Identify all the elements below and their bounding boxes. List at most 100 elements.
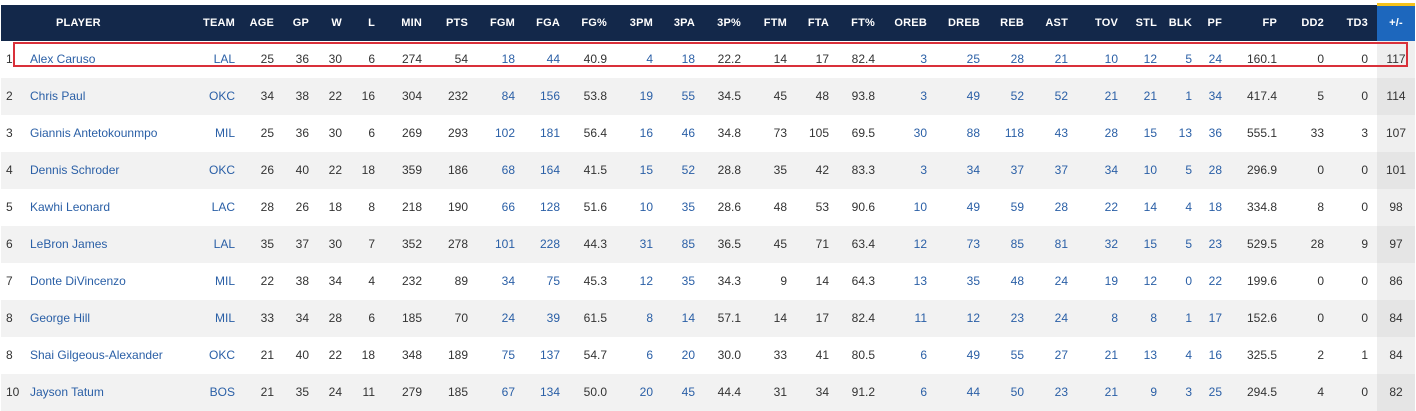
cell-pf[interactable]: 25: [1208, 385, 1222, 399]
cell-blk[interactable]: 5: [1185, 52, 1192, 66]
cell-pf[interactable]: 17: [1208, 311, 1222, 325]
column-header-3p-pct[interactable]: 3P%: [717, 16, 741, 29]
cell-pf[interactable]: 23: [1208, 237, 1222, 251]
cell-3pa[interactable]: 46: [681, 126, 695, 140]
cell-fga[interactable]: 228: [539, 237, 560, 251]
cell-fga[interactable]: 181: [539, 126, 560, 140]
cell-player[interactable]: George Hill: [30, 311, 91, 325]
cell-ast[interactable]: 37: [1054, 163, 1068, 177]
cell-fgm[interactable]: 68: [501, 163, 515, 177]
cell-reb[interactable]: 59: [1010, 200, 1024, 214]
cell-3pm[interactable]: 4: [646, 52, 653, 66]
column-header-stl[interactable]: STL: [1135, 16, 1157, 29]
cell-stl[interactable]: 12: [1143, 274, 1157, 288]
column-header-gp[interactable]: GP: [292, 16, 309, 29]
cell-oreb[interactable]: 30: [913, 126, 927, 140]
cell-ast[interactable]: 21: [1054, 52, 1068, 66]
cell-reb[interactable]: 28: [1010, 52, 1024, 66]
column-header-oreb[interactable]: OREB: [894, 16, 927, 29]
cell-fga[interactable]: 134: [539, 385, 560, 399]
cell-fga[interactable]: 39: [546, 311, 560, 325]
cell-dreb[interactable]: 49: [966, 348, 980, 362]
cell-3pa[interactable]: 14: [681, 311, 695, 325]
cell-3pa[interactable]: 20: [681, 348, 695, 362]
column-header-player[interactable]: PLAYER: [56, 16, 101, 29]
cell-tov[interactable]: 34: [1104, 163, 1118, 177]
cell-tov[interactable]: 22: [1104, 200, 1118, 214]
column-header-fg-pct[interactable]: FG%: [581, 16, 607, 29]
cell-stl[interactable]: 12: [1143, 52, 1157, 66]
cell-reb[interactable]: 52: [1010, 89, 1024, 103]
cell-pf[interactable]: 16: [1208, 348, 1222, 362]
cell-reb[interactable]: 85: [1010, 237, 1024, 251]
cell-tov[interactable]: 19: [1104, 274, 1118, 288]
cell-player[interactable]: Shai Gilgeous-Alexander: [30, 348, 163, 362]
column-header-blk[interactable]: BLK: [1168, 16, 1192, 29]
cell-stl[interactable]: 10: [1143, 163, 1157, 177]
cell-fgm[interactable]: 101: [494, 237, 515, 251]
cell-blk[interactable]: 5: [1185, 237, 1192, 251]
cell-tov[interactable]: 21: [1104, 89, 1118, 103]
cell-player[interactable]: Alex Caruso: [30, 52, 96, 66]
cell-player[interactable]: Jayson Tatum: [30, 385, 104, 399]
cell-dreb[interactable]: 73: [966, 237, 980, 251]
cell-ast[interactable]: 43: [1054, 126, 1068, 140]
cell-dreb[interactable]: 25: [966, 52, 980, 66]
cell-dreb[interactable]: 12: [966, 311, 980, 325]
cell-pf[interactable]: 18: [1208, 200, 1222, 214]
cell-fga[interactable]: 44: [546, 52, 560, 66]
cell-dreb[interactable]: 88: [966, 126, 980, 140]
cell-tov[interactable]: 32: [1104, 237, 1118, 251]
cell-blk[interactable]: 13: [1178, 126, 1192, 140]
cell-pf[interactable]: 24: [1208, 52, 1222, 66]
cell-fgm[interactable]: 75: [501, 348, 515, 362]
cell-fga[interactable]: 156: [539, 89, 560, 103]
cell-stl[interactable]: 15: [1143, 126, 1157, 140]
cell-player[interactable]: Dennis Schroder: [30, 163, 120, 177]
column-header-3pa[interactable]: 3PA: [673, 16, 695, 29]
cell-oreb[interactable]: 12: [913, 237, 927, 251]
cell-tov[interactable]: 8: [1111, 311, 1118, 325]
cell-stl[interactable]: 21: [1143, 89, 1157, 103]
cell-tov[interactable]: 10: [1104, 52, 1118, 66]
cell-3pa[interactable]: 35: [681, 200, 695, 214]
cell-oreb[interactable]: 3: [920, 89, 927, 103]
column-header-td3[interactable]: TD3: [1346, 16, 1368, 29]
cell-3pm[interactable]: 8: [646, 311, 653, 325]
cell-3pa[interactable]: 52: [681, 163, 695, 177]
cell-dreb[interactable]: 49: [966, 89, 980, 103]
cell-fgm[interactable]: 34: [501, 274, 515, 288]
cell-dreb[interactable]: 44: [966, 385, 980, 399]
cell-ast[interactable]: 27: [1054, 348, 1068, 362]
cell-ast[interactable]: 24: [1054, 311, 1068, 325]
cell-3pm[interactable]: 10: [639, 200, 653, 214]
cell-team[interactable]: OKC: [208, 89, 235, 103]
cell-stl[interactable]: 9: [1150, 385, 1157, 399]
cell-player[interactable]: LeBron James: [30, 237, 108, 251]
cell-team[interactable]: OKC: [208, 348, 235, 362]
cell-tov[interactable]: 21: [1104, 348, 1118, 362]
cell-reb[interactable]: 48: [1010, 274, 1024, 288]
cell-team[interactable]: LAL: [213, 237, 235, 251]
cell-pf[interactable]: 22: [1208, 274, 1222, 288]
cell-ast[interactable]: 28: [1054, 200, 1068, 214]
cell-3pa[interactable]: 45: [681, 385, 695, 399]
cell-oreb[interactable]: 6: [920, 348, 927, 362]
cell-pf[interactable]: 28: [1208, 163, 1222, 177]
column-header-plus-minus[interactable]: +/-: [1377, 3, 1415, 41]
cell-oreb[interactable]: 3: [920, 52, 927, 66]
cell-blk[interactable]: 1: [1185, 311, 1192, 325]
cell-reb[interactable]: 50: [1010, 385, 1024, 399]
column-header-reb[interactable]: REB: [1000, 16, 1024, 29]
cell-3pa[interactable]: 55: [681, 89, 695, 103]
cell-player[interactable]: Chris Paul: [30, 89, 86, 103]
cell-fgm[interactable]: 18: [501, 52, 515, 66]
cell-ast[interactable]: 23: [1054, 385, 1068, 399]
cell-stl[interactable]: 15: [1143, 237, 1157, 251]
cell-fga[interactable]: 128: [539, 200, 560, 214]
column-header-fga[interactable]: FGA: [536, 16, 560, 29]
cell-fga[interactable]: 137: [539, 348, 560, 362]
cell-3pm[interactable]: 6: [646, 348, 653, 362]
column-header-3pm[interactable]: 3PM: [629, 16, 653, 29]
column-header-tov[interactable]: TOV: [1094, 16, 1118, 29]
